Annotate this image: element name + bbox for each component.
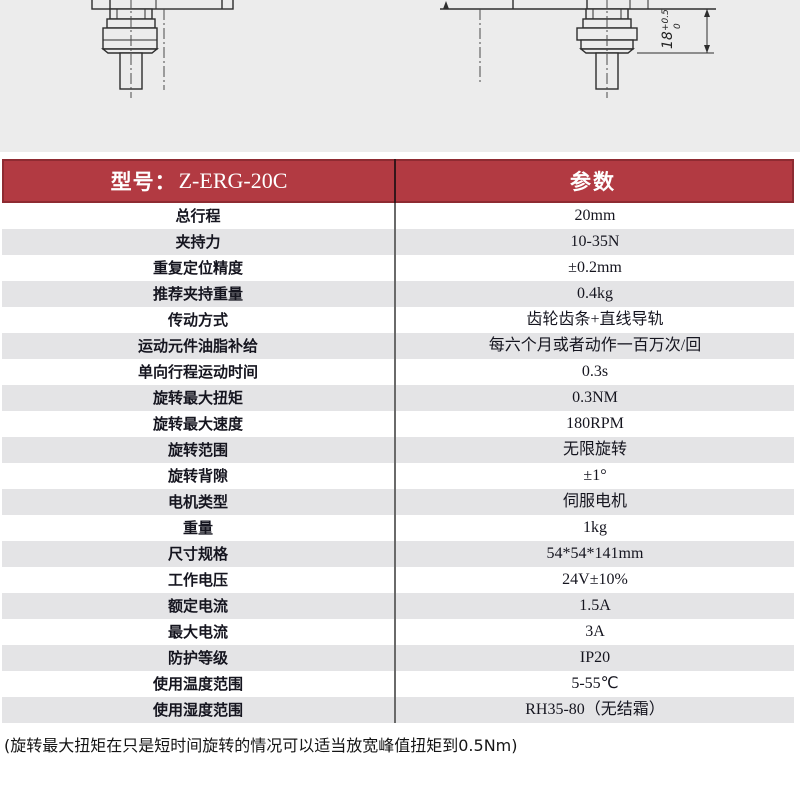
table-row: 推荐夹持重量 0.4kg bbox=[2, 281, 794, 307]
dimension-tolerance-lower: 0 bbox=[673, 23, 683, 29]
table-row: 使用湿度范围 RH35-80（无结霜） bbox=[2, 697, 794, 723]
model-code: Z-ERG-20C bbox=[178, 168, 288, 193]
spec-value: 3A bbox=[585, 623, 605, 640]
param-header-label: 参数 bbox=[570, 170, 616, 194]
spec-value: 5-55℃ bbox=[571, 675, 619, 692]
spec-label: 旋转范围 bbox=[167, 441, 228, 459]
column-divider-header bbox=[394, 159, 396, 203]
spec-value: 1kg bbox=[583, 519, 607, 536]
spec-value: 1.5A bbox=[579, 597, 611, 614]
spec-value: IP20 bbox=[579, 649, 611, 666]
table-row: 电机类型 伺服电机 bbox=[2, 489, 794, 515]
spec-label: 旋转最大扭矩 bbox=[152, 389, 243, 407]
spec-table-header: 型号： Z-ERG-20C 参数 bbox=[2, 159, 794, 203]
spec-value: 54*54*141mm bbox=[546, 545, 644, 562]
spec-label: 传动方式 bbox=[167, 311, 228, 329]
column-divider bbox=[394, 159, 396, 723]
technical-drawings-band: 18 +0.5 0 bbox=[0, 0, 800, 152]
spec-label: 夹持力 bbox=[175, 233, 221, 251]
spec-value: 180RPM bbox=[566, 415, 624, 432]
spec-label: 总行程 bbox=[175, 207, 221, 225]
spec-label: 重复定位精度 bbox=[152, 259, 243, 277]
spec-label: 使用温度范围 bbox=[152, 675, 243, 693]
dimension-value: 18 bbox=[660, 31, 676, 49]
spec-value: RH35-80（无结霜） bbox=[525, 701, 665, 718]
spec-label: 防护等级 bbox=[167, 649, 228, 667]
spec-value: 24V±10% bbox=[562, 571, 628, 588]
dimension-18: 18 +0.5 0 bbox=[637, 9, 714, 54]
spec-label: 重量 bbox=[182, 519, 213, 537]
spec-table: 型号： Z-ERG-20C 参数 总行程 20mm 夹持力 10-35N 重复定位精… bbox=[2, 159, 794, 723]
table-row: 重量 1kg bbox=[2, 515, 794, 541]
table-row: 重复定位精度 ±0.2mm bbox=[2, 255, 794, 281]
table-row: 工作电压 24V±10% bbox=[2, 567, 794, 593]
spec-value: 无限旋转 bbox=[562, 441, 627, 458]
spec-value: 0.3s bbox=[581, 363, 609, 380]
param-header-cell: 参数 bbox=[394, 161, 792, 201]
spec-value: 齿轮齿条+直线导轨 bbox=[526, 311, 664, 328]
spec-label: 最大电流 bbox=[167, 623, 228, 641]
table-row: 运动元件油脂补给 每六个月或者动作一百万次/回 bbox=[2, 333, 794, 359]
spec-value: 0.3NM bbox=[572, 389, 618, 406]
spec-label: 旋转最大速度 bbox=[152, 415, 243, 433]
table-row: 旋转最大扭矩 0.3NM bbox=[2, 385, 794, 411]
spec-table-body: 总行程 20mm 夹持力 10-35N 重复定位精度 ±0.2mm 推荐夹持重量 0.4… bbox=[2, 203, 794, 723]
table-row: 单向行程运动时间 0.3s bbox=[2, 359, 794, 385]
spec-label: 单向行程运动时间 bbox=[137, 363, 258, 381]
spec-label: 推荐夹持重量 bbox=[152, 285, 243, 303]
table-row: 使用温度范围 5-55℃ bbox=[2, 671, 794, 697]
spec-label: 额定电流 bbox=[167, 597, 228, 615]
spec-label: 尺寸规格 bbox=[167, 545, 228, 563]
table-row: 防护等级 IP20 bbox=[2, 645, 794, 671]
dimension-arrow-up bbox=[443, 1, 449, 9]
spec-label: 旋转背隙 bbox=[167, 467, 228, 485]
spec-label: 工作电压 bbox=[167, 571, 228, 589]
table-row: 夹持力 10-35N bbox=[2, 229, 794, 255]
spec-value: 每六个月或者动作一百万次/回 bbox=[488, 337, 702, 354]
table-row: 旋转背隙 ±1° bbox=[2, 463, 794, 489]
model-label: 型号： bbox=[110, 170, 177, 194]
table-row: 旋转最大速度 180RPM bbox=[2, 411, 794, 437]
spec-value: 10-35N bbox=[570, 233, 620, 250]
spec-value: ±1° bbox=[583, 467, 607, 484]
table-row: 额定电流 1.5A bbox=[2, 593, 794, 619]
spec-label: 使用湿度范围 bbox=[152, 701, 243, 719]
spec-value: 20mm bbox=[574, 207, 616, 224]
table-row: 传动方式 齿轮齿条+直线导轨 bbox=[2, 307, 794, 333]
spec-value: 0.4kg bbox=[577, 285, 613, 302]
spec-value: ±0.2mm bbox=[568, 259, 622, 276]
dimension-tolerance-upper: +0.5 bbox=[661, 9, 671, 31]
spec-label: 运动元件油脂补给 bbox=[137, 337, 258, 355]
torque-footnote: (旋转最大扭矩在只是短时间旋转的情况可以适当放宽峰值扭矩到0.5Nm) bbox=[4, 736, 518, 755]
spec-label: 电机类型 bbox=[167, 493, 228, 511]
table-row: 尺寸规格 54*54*141mm bbox=[2, 541, 794, 567]
model-header-cell: 型号： Z-ERG-20C bbox=[4, 161, 394, 201]
technical-drawings-svg: 18 +0.5 0 bbox=[91, 0, 716, 98]
table-row: 旋转范围 无限旋转 bbox=[2, 437, 794, 463]
table-row: 最大电流 3A bbox=[2, 619, 794, 645]
right-drawing: 18 +0.5 0 bbox=[440, 0, 716, 98]
table-row: 总行程 20mm bbox=[2, 203, 794, 229]
left-drawing bbox=[91, 0, 234, 98]
spec-value: 伺服电机 bbox=[562, 493, 627, 510]
